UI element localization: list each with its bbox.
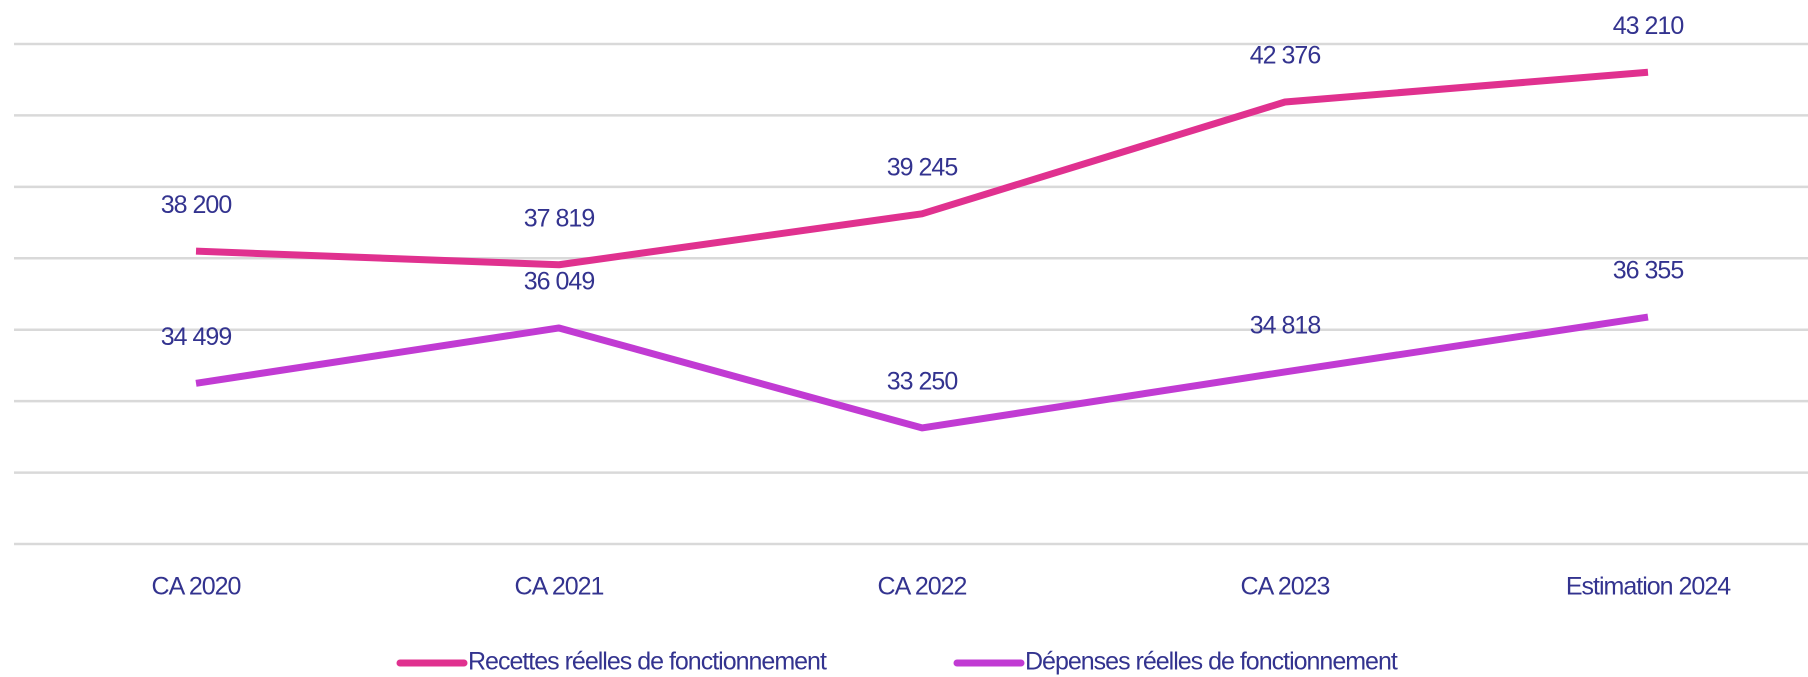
data-label: 43 210 <box>1613 12 1684 40</box>
data-label: 34 499 <box>161 323 232 351</box>
x-tick-label: CA 2021 <box>515 573 604 601</box>
data-label: 36 049 <box>524 268 595 296</box>
data-label: 36 355 <box>1613 257 1684 285</box>
data-label: 38 200 <box>161 191 232 219</box>
x-tick-label: CA 2023 <box>1241 573 1330 601</box>
data-label: 39 245 <box>887 153 958 181</box>
data-label: 37 819 <box>524 204 595 232</box>
x-tick-label: CA 2022 <box>878 573 967 601</box>
series-line <box>195 68 1649 269</box>
data-label: 34 818 <box>1250 312 1321 340</box>
legend-label: Recettes réelles de fonctionnement <box>468 648 827 676</box>
x-tick-label: Estimation 2024 <box>1566 573 1731 601</box>
data-label: 42 376 <box>1250 42 1321 70</box>
series-line <box>195 313 1649 432</box>
x-tick-label: CA 2020 <box>152 573 241 601</box>
data-label: 33 250 <box>887 368 958 396</box>
legend-label: Dépenses réelles de fonctionnement <box>1025 648 1398 676</box>
